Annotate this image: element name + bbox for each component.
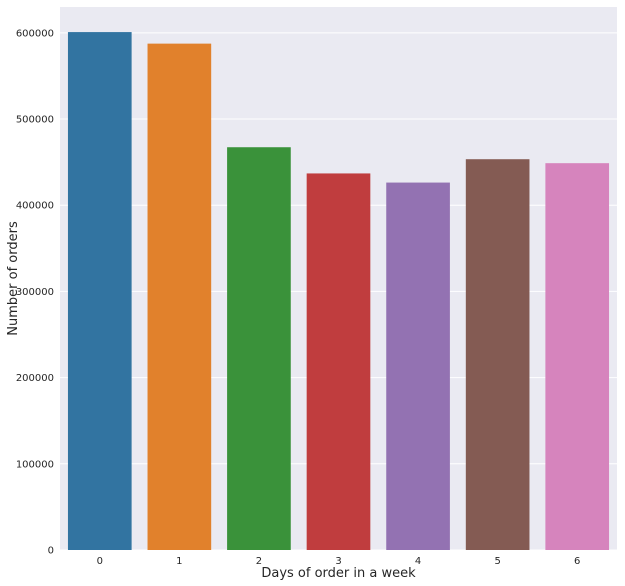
y-tick-label: 0	[48, 546, 54, 557]
bar-2	[227, 147, 291, 550]
bar-6	[545, 163, 610, 551]
x-tick-label: 6	[574, 556, 580, 567]
y-tick-label: 600000	[16, 28, 54, 39]
bar-4	[386, 182, 450, 550]
bar-5	[465, 159, 530, 550]
y-tick-label: 300000	[16, 287, 54, 298]
x-axis-label: Days of order in a week	[261, 566, 416, 581]
y-tick-label: 400000	[16, 201, 54, 212]
y-tick-label: 500000	[16, 115, 54, 126]
bar-0	[67, 32, 132, 551]
x-tick-label: 1	[176, 556, 182, 567]
x-tick-label: 0	[97, 556, 103, 567]
bar-3	[306, 173, 371, 550]
y-tick-label: 200000	[16, 373, 54, 384]
bars	[67, 32, 610, 551]
x-tick-label: 4	[415, 556, 421, 567]
x-tick-labels: 0 1 2 3 4 5 6	[97, 556, 581, 567]
x-tick-label: 5	[494, 556, 500, 567]
y-axis-label: Number of orders	[6, 221, 21, 336]
y-tick-labels: 0 100000 200000 300000 400000 500000 600000	[16, 28, 54, 556]
x-tick-label: 3	[335, 556, 341, 567]
y-tick-label: 100000	[16, 459, 54, 470]
x-tick-label: 2	[256, 556, 262, 567]
bar-1	[147, 43, 212, 550]
